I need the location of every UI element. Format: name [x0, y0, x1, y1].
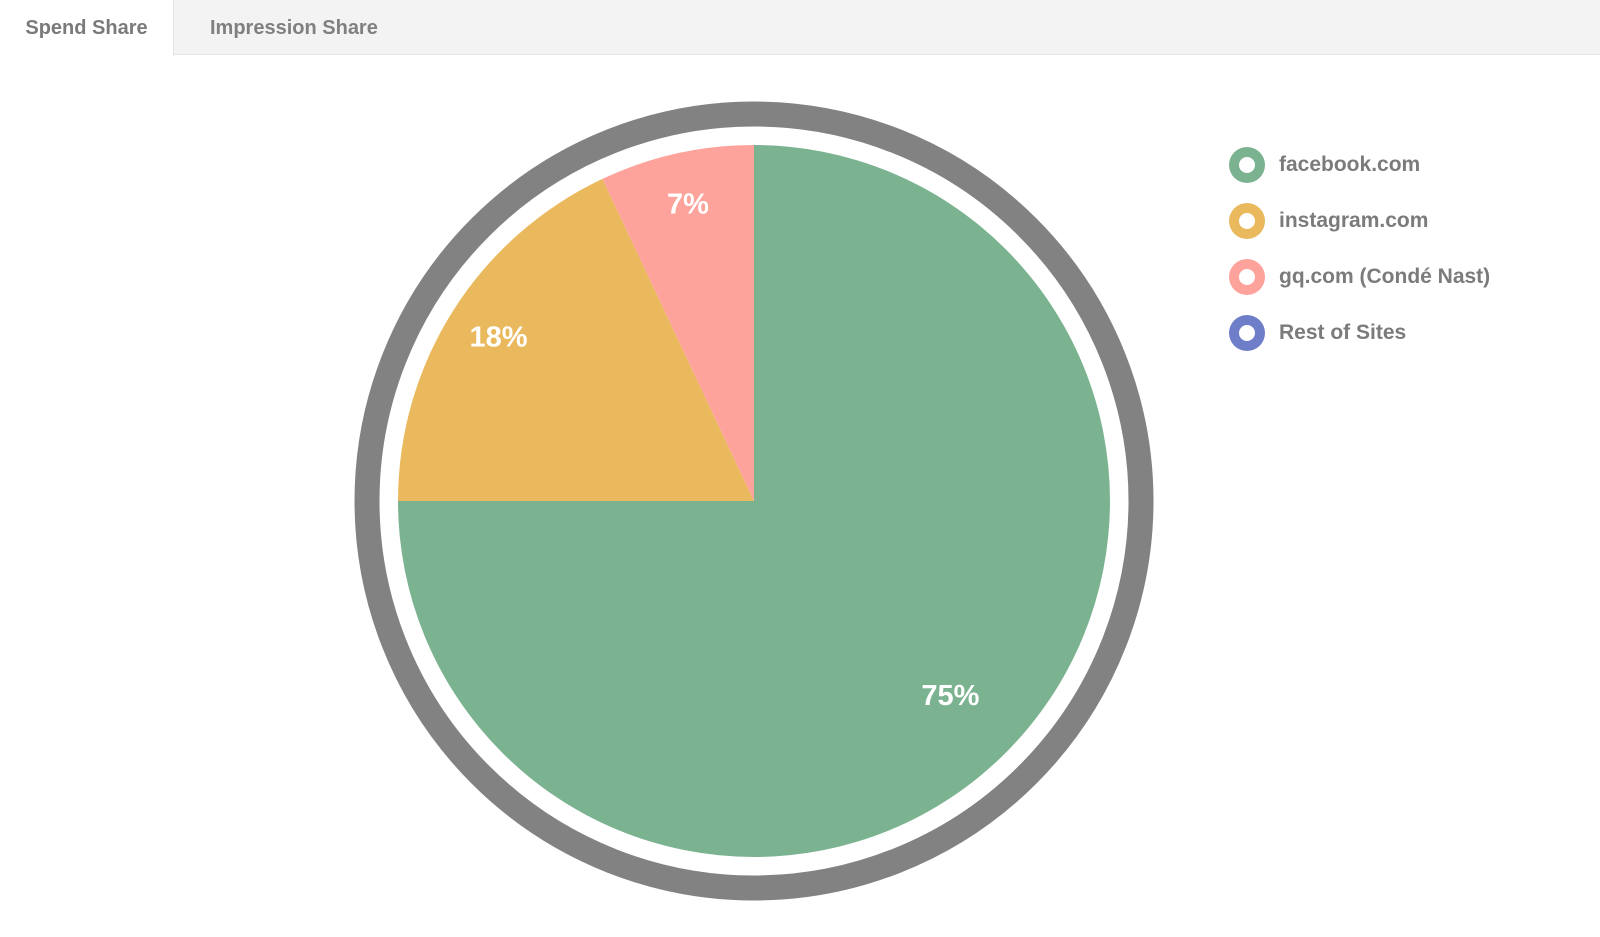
legend-label: instagram.com: [1279, 209, 1429, 232]
pie-data-label: 75%: [921, 680, 979, 712]
pie-slice-gq-com-cond-nast[interactable]: [602, 145, 754, 501]
legend-swatch-icon: [1229, 203, 1265, 239]
pie-slice-instagram-com[interactable]: [398, 178, 754, 501]
legend-label: gq.com (Condé Nast): [1279, 265, 1491, 288]
tab-impression-share[interactable]: Impression Share: [210, 17, 378, 39]
legend-label: Rest of Sites: [1279, 321, 1407, 344]
tab-bar: Spend Share Impression Share: [0, 0, 1600, 56]
pie-data-label: 7%: [667, 188, 709, 220]
pie-data-label: 18%: [469, 322, 527, 354]
pie-outer-ring: [354, 101, 1154, 901]
legend-swatch-icon: [1229, 315, 1265, 351]
tab-spend-share[interactable]: Spend Share: [0, 0, 174, 56]
legend-swatch-icon: [1229, 147, 1265, 183]
legend-swatch-icon: [1229, 259, 1265, 295]
legend-label: facebook.com: [1279, 153, 1421, 176]
